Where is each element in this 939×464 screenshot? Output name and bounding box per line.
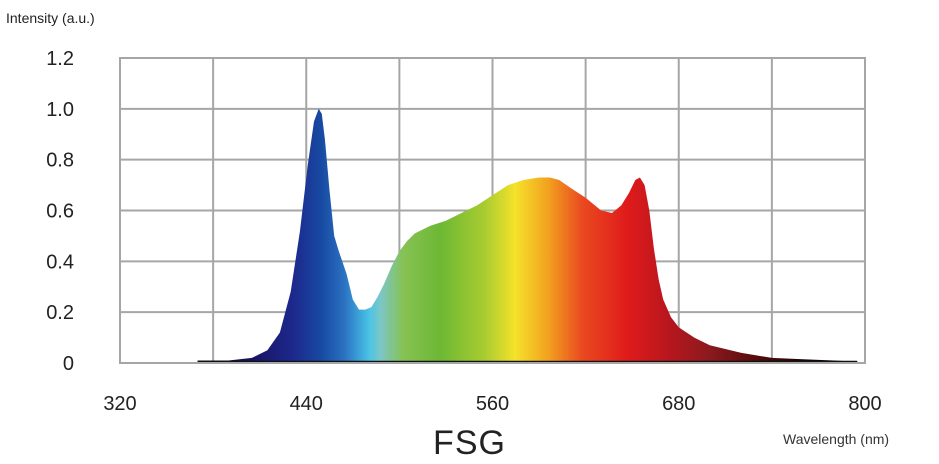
x-tick-label: 560 bbox=[476, 393, 509, 415]
spectrum-area-layer bbox=[197, 108, 858, 364]
y-axis-label: Intensity (a.u.) bbox=[6, 10, 95, 26]
x-tick-label: 440 bbox=[290, 393, 323, 415]
x-tick-label: 800 bbox=[848, 393, 881, 415]
y-tick-label: 0.6 bbox=[46, 201, 74, 223]
y-tick-label: 0 bbox=[63, 353, 74, 375]
y-tick-label: 0.2 bbox=[46, 302, 74, 324]
y-tick-label: 0.8 bbox=[46, 150, 74, 172]
y-tick-label: 1.2 bbox=[46, 48, 74, 70]
x-axis-label: Wavelength (nm) bbox=[783, 431, 890, 447]
y-tick-labels: 0 0.2 0.4 0.6 0.8 1.0 1.2 bbox=[46, 48, 74, 375]
plot-frame bbox=[119, 57, 866, 364]
spectrum-area bbox=[197, 108, 858, 363]
plot-border bbox=[119, 57, 866, 364]
y-tick-label: 0.4 bbox=[46, 251, 74, 273]
chart-title: FSG bbox=[433, 424, 506, 462]
x-tick-label: 320 bbox=[103, 393, 136, 415]
x-tick-label: 680 bbox=[662, 393, 695, 415]
x-tick-labels: 320 440 560 680 800 bbox=[103, 393, 881, 415]
y-tick-label: 1.0 bbox=[46, 99, 74, 121]
